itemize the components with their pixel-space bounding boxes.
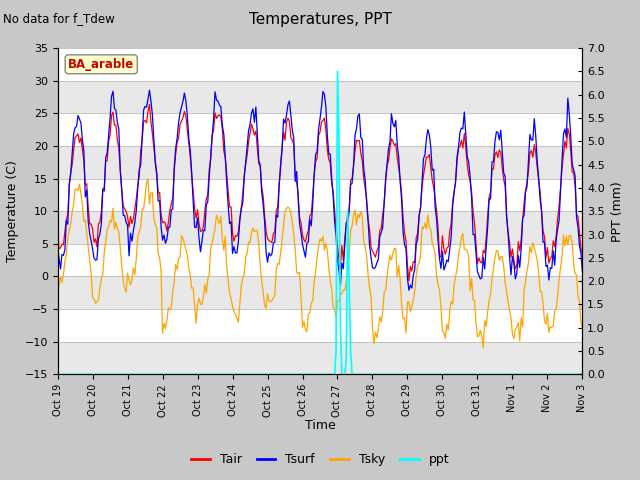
X-axis label: Time: Time	[305, 420, 335, 432]
Tair	[611, 239, 618, 245]
Tsky	[54, 272, 61, 278]
Tsurf	[454, 144, 462, 150]
ppt	[333, 69, 341, 74]
Tair	[612, 254, 620, 260]
Bar	[58, 146, 582, 179]
Tair	[405, 278, 413, 284]
ppt	[54, 372, 61, 377]
Y-axis label: Temperature (C): Temperature (C)	[6, 160, 19, 262]
Tair	[342, 222, 350, 228]
Bar	[58, 81, 582, 113]
Tsky	[612, 336, 620, 341]
Line: ppt: ppt	[58, 72, 616, 374]
ppt	[536, 372, 544, 377]
Legend: Tair, Tsurf, Tsky, ppt: Tair, Tsurf, Tsky, ppt	[186, 448, 454, 471]
Tair	[454, 145, 462, 151]
Tair	[538, 209, 545, 215]
Tair	[54, 228, 61, 234]
Bar	[58, 244, 582, 276]
Bar	[58, 276, 582, 309]
Tsky	[611, 319, 618, 325]
Text: No data for f_Tdew: No data for f_Tdew	[3, 12, 115, 25]
Tsurf	[538, 208, 545, 214]
Tair	[73, 133, 81, 139]
Tsurf	[611, 244, 618, 250]
Tsky	[73, 186, 81, 192]
Bar	[58, 113, 582, 146]
Bar	[58, 48, 582, 81]
ppt	[73, 372, 81, 377]
Bar	[58, 309, 582, 342]
Tsurf	[612, 270, 620, 276]
Tsky	[538, 288, 545, 294]
Tsky	[144, 176, 152, 182]
Bar	[58, 211, 582, 244]
Tsurf	[342, 220, 350, 226]
Tsurf	[90, 255, 98, 261]
Text: Temperatures, PPT: Temperatures, PPT	[248, 12, 392, 27]
ppt	[612, 372, 620, 377]
Tair	[146, 101, 154, 107]
ppt	[609, 372, 617, 377]
ppt	[90, 372, 98, 377]
Tsky	[90, 296, 98, 302]
Bar	[58, 342, 582, 374]
Tsky	[342, 279, 350, 285]
Text: BA_arable: BA_arable	[68, 58, 134, 71]
Tsurf	[73, 124, 81, 130]
Y-axis label: PPT (mm): PPT (mm)	[611, 181, 623, 241]
Bar	[58, 179, 582, 211]
Tsurf	[54, 243, 61, 249]
Tsurf	[405, 288, 413, 293]
ppt	[453, 372, 461, 377]
Line: Tair: Tair	[58, 104, 616, 281]
Tair	[90, 240, 98, 245]
Tsurf	[146, 87, 154, 93]
Line: Tsurf: Tsurf	[58, 90, 616, 290]
Tsky	[453, 267, 461, 273]
Tsky	[479, 345, 487, 350]
Line: Tsky: Tsky	[58, 179, 616, 348]
ppt	[342, 358, 350, 363]
